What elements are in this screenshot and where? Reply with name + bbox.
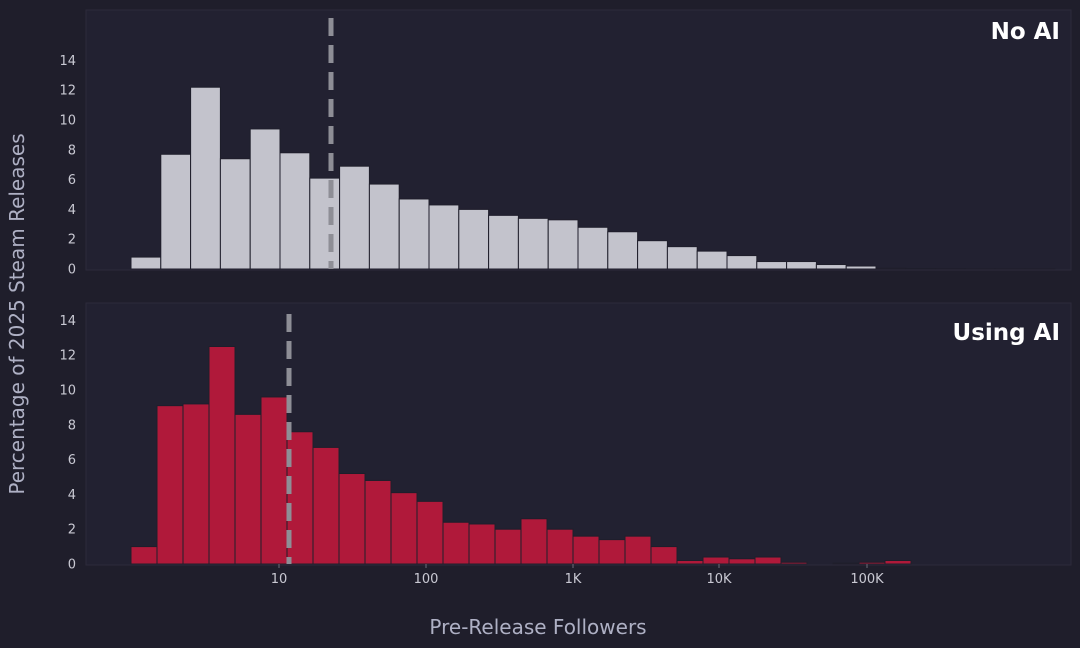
x-axis-label: Pre-Release Followers xyxy=(429,615,646,639)
top-histogram-bar xyxy=(666,246,698,270)
top-histogram-bar xyxy=(130,256,162,270)
bottom-histogram-bar xyxy=(520,518,548,565)
bottom-y-tick-label: 8 xyxy=(68,418,76,433)
bottom-histogram-bar xyxy=(182,403,210,565)
top-histogram-bar xyxy=(368,183,400,270)
top-y-tick-label: 0 xyxy=(68,263,76,278)
bottom-histogram-bar xyxy=(884,560,912,565)
bottom-y-tick-label: 6 xyxy=(68,453,76,468)
bottom-histogram-bar xyxy=(624,535,652,565)
bottom-histogram-bar xyxy=(702,556,730,565)
bottom-histogram-bar xyxy=(676,560,704,565)
top-histogram-bar xyxy=(160,153,192,270)
bottom-histogram-bar xyxy=(832,562,860,565)
top-histogram-bar xyxy=(428,204,460,270)
top-histogram-bar xyxy=(815,264,847,270)
bottom-y-tick-label: 12 xyxy=(59,349,76,364)
top-histogram-bar xyxy=(309,177,341,270)
bottom-histogram-bar xyxy=(780,561,808,565)
top-histogram-bar xyxy=(219,158,251,270)
bottom-histogram-bar xyxy=(338,473,366,565)
top-y-tick-label: 12 xyxy=(59,84,76,99)
top-histogram-bar xyxy=(190,86,221,270)
bottom-histogram-bar xyxy=(208,346,236,565)
top-histogram-bar xyxy=(637,240,668,270)
top-histogram-bar xyxy=(786,261,817,270)
top-y-tick-label: 2 xyxy=(68,233,76,248)
top-histogram-bar xyxy=(458,208,490,270)
bottom-histogram-bar xyxy=(754,556,782,565)
x-tick-label: 100 xyxy=(414,572,439,587)
bottom-histogram-bar xyxy=(858,561,886,565)
bottom-y-tick-label: 10 xyxy=(59,384,76,399)
bottom-histogram-bar xyxy=(312,446,340,565)
top-histogram-bar xyxy=(845,265,877,270)
top-histogram-bar xyxy=(577,226,609,270)
top-histogram-bar xyxy=(696,250,728,270)
bottom-y-tick-label: 14 xyxy=(59,314,76,329)
x-axis-ticks: 10 100 1K 10K 100K xyxy=(271,564,884,587)
top-histogram-bar xyxy=(547,219,579,270)
bottom-histogram-bar xyxy=(234,413,262,565)
bottom-histogram-bar xyxy=(364,479,392,565)
top-y-axis-ticks: 0 2 4 6 8 10 12 14 xyxy=(59,54,76,278)
x-tick-label: 1K xyxy=(565,572,582,587)
y-axis-label: Percentage of 2025 Steam Releases xyxy=(5,133,29,494)
top-histogram-bar xyxy=(875,267,907,270)
top-histogram-bar xyxy=(279,152,311,270)
bottom-histogram-bar xyxy=(598,539,626,565)
bottom-histogram-bars xyxy=(130,346,912,565)
top-histogram-bars xyxy=(130,86,1056,270)
top-y-tick-label: 6 xyxy=(68,173,76,188)
bottom-y-tick-label: 4 xyxy=(68,488,76,503)
bottom-histogram-bar xyxy=(494,528,522,565)
bottom-histogram-bar xyxy=(572,535,600,565)
bottom-y-tick-label: 0 xyxy=(68,558,76,573)
top-histogram-bar xyxy=(517,217,549,270)
top-histogram-bar xyxy=(607,231,639,270)
bottom-y-axis-ticks: 0 2 4 6 8 10 12 14 xyxy=(59,314,76,573)
bottom-histogram-bar xyxy=(130,546,158,565)
bottom-histogram-bar xyxy=(546,528,574,565)
x-tick-label: 10K xyxy=(706,572,732,587)
bottom-histogram-bar xyxy=(468,523,496,565)
x-tick-label: 100K xyxy=(850,572,884,587)
top-histogram-bar xyxy=(339,165,370,270)
top-y-tick-label: 8 xyxy=(68,143,76,158)
top-y-tick-label: 14 xyxy=(59,54,76,69)
bottom-histogram-bar xyxy=(650,546,678,565)
bottom-histogram-bar xyxy=(156,405,184,565)
top-histogram-bar xyxy=(726,255,758,270)
panel-title-top: No AI xyxy=(991,19,1060,45)
top-y-tick-label: 10 xyxy=(59,114,76,129)
x-tick-label: 10 xyxy=(271,572,288,587)
bottom-histogram-bar xyxy=(260,396,288,565)
bottom-y-tick-label: 2 xyxy=(68,523,76,538)
bottom-histogram-bar xyxy=(390,492,418,565)
bottom-histogram-bar xyxy=(442,521,470,565)
top-histogram-bar xyxy=(756,261,788,270)
top-histogram-bar xyxy=(488,214,519,270)
top-y-tick-label: 4 xyxy=(68,203,76,218)
panel-title-bottom: Using AI xyxy=(953,320,1060,346)
bottom-histogram-bar xyxy=(728,558,756,565)
top-histogram-bar xyxy=(249,128,281,270)
top-histogram-bar xyxy=(398,198,430,270)
bottom-histogram-bar xyxy=(416,500,444,565)
